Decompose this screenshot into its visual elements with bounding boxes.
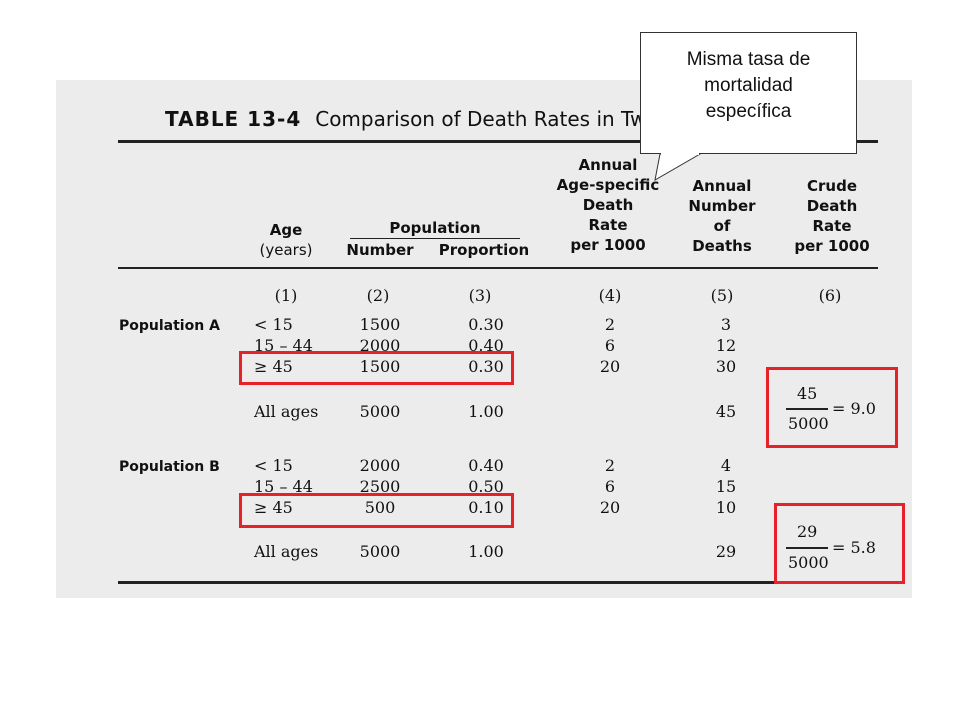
highlight-box-a-crude	[766, 367, 898, 448]
highlight-box-b-crude	[774, 503, 905, 584]
header-deaths-1: Annual	[692, 177, 752, 195]
b-row3-rate: 20	[599, 498, 621, 517]
a-row2-rate: 6	[604, 336, 616, 355]
callout-pointer-cover	[661, 152, 699, 155]
callout-line-3: específica	[705, 101, 792, 122]
population-underline	[350, 238, 520, 239]
crude-a-fraction-bar	[786, 408, 828, 410]
b-row1-number: 2000	[359, 456, 401, 475]
b-crude-result: = 5.8	[832, 538, 876, 557]
header-crude-4: per 1000	[794, 237, 870, 255]
b-row3-number: 500	[364, 498, 396, 517]
a-row3-prop: 0.30	[468, 357, 504, 376]
top-rule	[118, 140, 878, 143]
a-row1-deaths: 3	[720, 315, 732, 334]
header-asdr-3: Death	[582, 196, 634, 214]
b-all-prop: 1.00	[468, 542, 504, 561]
table-number: TABLE 13-4	[165, 107, 302, 131]
b-row2-age: 15 – 44	[254, 477, 313, 496]
header-asdr-2: Age-specific	[556, 176, 660, 194]
highlight-box-a-45	[239, 351, 514, 385]
b-all-ages-label: All ages	[254, 542, 319, 561]
b-crude-numerator: 29	[797, 522, 818, 541]
table-title: TABLE 13-4 Comparison of Death Rates in T…	[165, 107, 659, 131]
b-row1-age: < 15	[254, 456, 293, 475]
header-number: Number	[346, 241, 414, 259]
a-all-deaths: 45	[715, 402, 737, 421]
header-rule	[118, 267, 878, 269]
header-deaths: Annual Number of Deaths	[682, 176, 762, 256]
b-row2-rate: 6	[604, 477, 616, 496]
b-row3-prop: 0.10	[468, 498, 504, 517]
colnum-5: (5)	[710, 286, 734, 305]
b-row3-deaths: 10	[715, 498, 737, 517]
a-row3-deaths: 30	[715, 357, 737, 376]
header-proportion: Proportion	[438, 241, 530, 259]
b-row1-prop: 0.40	[468, 456, 504, 475]
header-age-specific-rate: Annual Age-specific Death Rate per 1000	[552, 155, 664, 255]
b-row2-number: 2500	[359, 477, 401, 496]
header-age-line1: Age	[269, 221, 303, 239]
b-crude-denominator: 5000	[788, 553, 829, 572]
b-row2-prop: 0.50	[468, 477, 504, 496]
header-asdr-1: Annual	[578, 156, 638, 174]
colnum-2: (2)	[366, 286, 390, 305]
a-row2-deaths: 12	[715, 336, 737, 355]
a-row1-number: 1500	[359, 315, 401, 334]
callout-line-2: mortalidad	[704, 75, 793, 96]
population-a-label: Population A	[119, 318, 220, 334]
header-asdr-4: Rate	[588, 216, 628, 234]
colnum-6: (6)	[818, 286, 842, 305]
crude-b-fraction-bar	[786, 547, 828, 549]
highlight-box-b-45	[239, 493, 514, 528]
b-row1-deaths: 4	[720, 456, 732, 475]
a-all-prop: 1.00	[468, 402, 504, 421]
scanned-table-page	[56, 80, 912, 598]
callout-line-1: Misma tasa de	[686, 49, 811, 70]
header-population: Population	[389, 219, 481, 237]
b-row1-rate: 2	[604, 456, 616, 475]
a-row3-age: ≥ 45	[254, 357, 293, 376]
a-row1-rate: 2	[604, 315, 616, 334]
a-row1-prop: 0.30	[468, 315, 504, 334]
header-crude-3: Rate	[812, 217, 852, 235]
header-asdr-5: per 1000	[570, 236, 646, 254]
a-row2-number: 2000	[359, 336, 401, 355]
a-row1-age: < 15	[254, 315, 293, 334]
header-crude-rate: Crude Death Rate per 1000	[788, 176, 876, 256]
a-all-ages-label: All ages	[254, 402, 319, 421]
header-crude-1: Crude	[807, 177, 857, 195]
population-b-label: Population B	[119, 459, 220, 475]
a-all-number: 5000	[359, 402, 401, 421]
table-title-text: Comparison of Death Rates in Two	[315, 107, 659, 131]
header-crude-2: Death	[806, 197, 858, 215]
b-row2-deaths: 15	[715, 477, 737, 496]
bottom-rule	[118, 581, 878, 584]
a-crude-result: = 9.0	[832, 399, 876, 418]
b-all-number: 5000	[359, 542, 401, 561]
a-crude-numerator: 45	[797, 384, 818, 403]
a-crude-denominator: 5000	[788, 414, 829, 433]
colnum-1: (1)	[274, 286, 298, 305]
b-row3-age: ≥ 45	[254, 498, 293, 517]
callout-bubble: Misma tasa de mortalidad específica	[640, 32, 857, 154]
a-row2-prop: 0.40	[468, 336, 504, 355]
header-deaths-4: Deaths	[692, 237, 752, 255]
a-row3-number: 1500	[359, 357, 401, 376]
header-age-line2: (years)	[259, 241, 313, 259]
colnum-3: (3)	[468, 286, 492, 305]
header-deaths-2: Number	[688, 197, 756, 215]
b-all-deaths: 29	[715, 542, 737, 561]
a-row2-age: 15 – 44	[254, 336, 313, 355]
header-age: Age (years)	[246, 220, 326, 260]
a-row3-rate: 20	[599, 357, 621, 376]
header-deaths-3: of	[713, 217, 731, 235]
colnum-4: (4)	[598, 286, 622, 305]
